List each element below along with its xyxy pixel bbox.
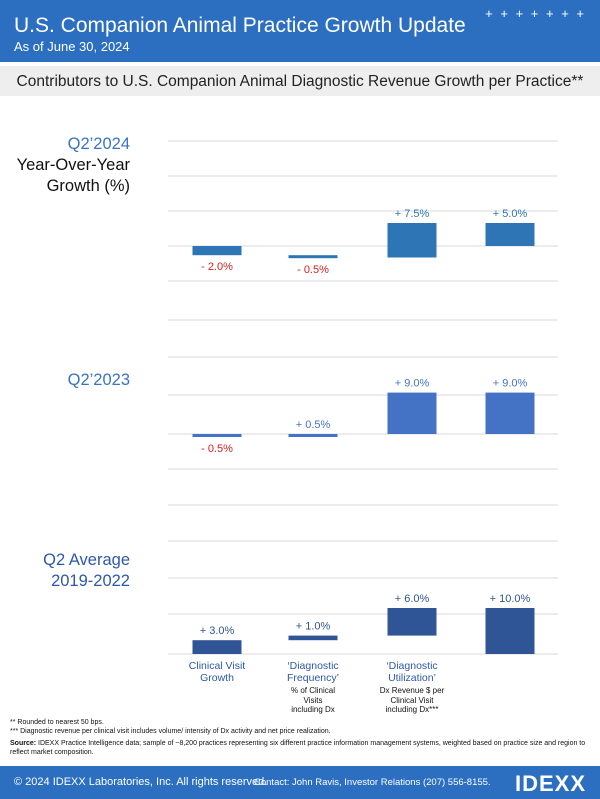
bar [387,223,437,258]
data-label: + 0.5% [296,419,331,431]
footer-bar: © 2024 IDEXX Laboratories, Inc. All righ… [0,766,600,799]
category-label-line1: ‘Diagnostic [287,660,339,672]
panel-label-line1: Q2’2023 [67,371,130,389]
bar [485,608,535,654]
footnote-1: ** Rounded to nearest 50 bps. [10,719,104,726]
data-label: + 3.0% [200,625,235,637]
data-label: - 0.5% [297,264,329,276]
data-label: + 6.0% [395,593,430,605]
sublabel-line3: including Dx*** [385,705,439,714]
source-text: IDEXX Practice Intelligence data; sample… [10,740,586,756]
bar [288,635,338,641]
data-label: + 7.5% [395,208,430,220]
decorative-crosses: + + + + + + + [485,6,586,21]
bar [192,640,242,654]
bar [387,608,437,636]
bar [288,255,338,259]
section-band: Contributors to U.S. Companion Animal Di… [0,66,600,96]
category-label-line2: Growth [200,672,234,684]
sublabel-line2: Visits [303,695,323,705]
source-label: Source: [10,740,37,747]
page-subtitle: As of June 30, 2024 [14,39,130,54]
category-label-line2: Utilization’ [388,672,436,684]
source-note: Source: IDEXX Practice Intelligence data… [10,739,590,757]
sublabel-line3: including Dx [291,705,335,714]
sublabel-line1: % of Clinical [290,686,335,695]
panel-label-line2: Year-Over-Year [16,156,130,174]
section-title: Contributors to U.S. Companion Animal Di… [16,73,584,90]
panel-label-line3: Growth (%) [46,177,130,195]
panel-label-line1: Q2 Average [43,551,130,569]
category-sublabel-dx-frequency: % of Clinical Visits including Dx [268,686,358,715]
footnote-2: *** Diagnostic revenue per clinical visi… [10,728,331,735]
category-label-line1: Clinical Visit [188,660,246,672]
data-label: - 0.5% [201,443,233,455]
data-label: + 5.0% [493,208,528,220]
bar [485,392,535,434]
bar [192,246,242,256]
category-label-clinical-visit: Clinical Visit Growth [172,660,262,684]
bar [192,434,242,437]
category-label-line1: ‘Diagnostic [386,660,438,672]
sublabel-line2: Clinical Visit [390,695,434,705]
bar [288,434,338,437]
page-title: U.S. Companion Animal Practice Growth Up… [14,14,466,37]
bar [485,223,535,246]
header-banner: U.S. Companion Animal Practice Growth Up… [0,0,600,62]
data-label: + 9.0% [493,378,528,390]
data-label: - 2.0% [201,261,233,273]
panel-label-q2-2023: Q2’2023 [0,370,130,391]
footnotes: ** Rounded to nearest 50 bps. *** Diagno… [10,718,590,757]
copyright-text: © 2024 IDEXX Laboratories, Inc. All righ… [14,776,268,788]
data-label: + 10.0% [490,593,531,605]
category-label-line2: Frequency’ [287,672,339,684]
bar [387,392,437,434]
panel-label-q2-average: Q2 Average 2019-2022 [0,550,130,592]
category-label-dx-frequency: ‘Diagnostic Frequency’ [268,660,358,684]
idexx-logo: IDEXX [514,771,586,796]
sublabel-line1: Dx Revenue $ per [379,686,445,695]
category-label-dx-utilization: ‘Diagnostic Utilization’ [367,660,457,684]
category-sublabel-dx-utilization: Dx Revenue $ per Clinical Visit includin… [367,686,457,715]
data-label: + 9.0% [395,378,430,390]
panel-label-q2-2024: Q2’2024 Year-Over-Year Growth (%) [0,134,130,197]
panel-label-line1: Q2’2024 [67,135,130,153]
data-label: + 1.0% [296,621,331,633]
panel-label-line2: 2019-2022 [51,572,130,590]
contact-text: Contact: John Ravis, Investor Relations … [254,777,491,788]
